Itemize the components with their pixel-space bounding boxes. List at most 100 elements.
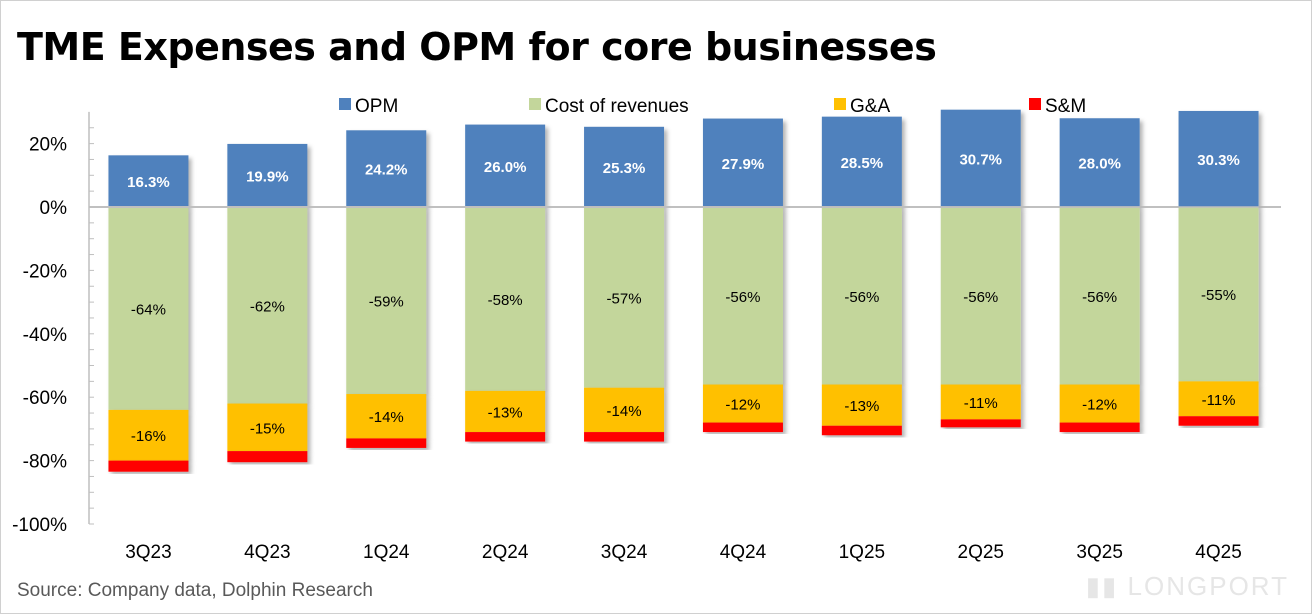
legend-swatch-2 [834, 98, 846, 110]
data-label: -14% [369, 409, 404, 426]
data-label: 30.7% [959, 151, 1002, 168]
bar-opm-4Q24 [702, 118, 783, 207]
bar-g-a-4Q25 [1178, 381, 1259, 417]
bar-cost-of-revenues-4Q25 [1178, 207, 1259, 382]
bar-cost-of-revenues-2Q24 [465, 207, 546, 391]
data-label: -11% [964, 395, 998, 412]
data-label: 16.3% [127, 174, 170, 191]
data-label: -15% [250, 420, 285, 437]
legend-label: S&M [1045, 96, 1086, 117]
y-tick-label: -40% [23, 325, 67, 346]
bar-cost-of-revenues-4Q23 [227, 207, 308, 404]
x-tick-label: 4Q25 [1195, 542, 1241, 563]
x-tick-label: 2Q24 [482, 542, 529, 563]
data-label: 25.3% [603, 160, 646, 177]
bar-cost-of-revenues-3Q24 [584, 207, 665, 388]
data-label: 27.9% [722, 156, 765, 173]
data-label: -13% [844, 398, 879, 415]
y-tick-label: 20% [29, 135, 67, 156]
data-label: -16% [131, 428, 166, 445]
bar-cost-of-revenues-4Q24 [702, 207, 783, 385]
source-note: Source: Company data, Dolphin Research [17, 580, 373, 601]
legend-label: G&A [850, 96, 890, 117]
legend-label: OPM [355, 96, 398, 117]
data-label: 30.3% [1197, 152, 1240, 169]
bar-s-m-4Q25 [1178, 416, 1259, 426]
bar-opm-1Q24 [346, 130, 427, 207]
data-label: -13% [488, 404, 523, 421]
x-tick-label: 4Q24 [720, 542, 767, 563]
legend-label: Cost of revenues [545, 96, 689, 117]
data-label: -59% [369, 294, 404, 311]
bar-g-a-4Q24 [702, 384, 783, 423]
bar-s-m-1Q25 [821, 425, 902, 436]
legend-swatch-1 [529, 98, 541, 110]
bar-g-a-1Q24 [346, 394, 427, 439]
x-tick-label: 3Q24 [601, 542, 648, 563]
data-label: 28.5% [841, 155, 884, 172]
bar-g-a-2Q24 [465, 390, 546, 433]
bar-s-m-2Q24 [465, 432, 546, 442]
legend-swatch-0 [339, 98, 351, 110]
y-tick-label: 0% [40, 198, 68, 219]
data-label: -64% [131, 301, 166, 318]
bar-cost-of-revenues-3Q25 [1059, 207, 1140, 385]
bar-g-a-3Q23 [108, 409, 189, 461]
bar-opm-3Q23 [108, 155, 189, 207]
bar-s-m-3Q25 [1059, 422, 1140, 433]
bar-g-a-2Q25 [940, 384, 1021, 420]
x-tick-label: 2Q25 [958, 542, 1004, 563]
bar-opm-1Q25 [821, 116, 902, 207]
bar-s-m-4Q24 [702, 422, 783, 433]
bar-opm-3Q24 [584, 126, 665, 207]
data-label: -56% [725, 289, 760, 306]
bar-g-a-4Q23 [227, 403, 308, 452]
data-label: -56% [963, 289, 998, 306]
bar-s-m-3Q23 [108, 460, 189, 472]
y-tick-label: -80% [23, 452, 67, 473]
bar-g-a-3Q25 [1059, 384, 1140, 423]
bar-opm-4Q25 [1178, 110, 1259, 207]
data-label: 26.0% [484, 159, 527, 176]
y-tick-label: -100% [12, 515, 67, 536]
bar-opm-3Q25 [1059, 118, 1140, 207]
data-label: -58% [488, 292, 523, 309]
x-tick-label: 4Q23 [244, 542, 290, 563]
data-label: 24.2% [365, 162, 408, 179]
data-label: -56% [1082, 289, 1117, 306]
y-tick-label: -60% [23, 388, 67, 409]
data-label: -11% [1202, 392, 1236, 409]
x-tick-label: 1Q25 [839, 542, 885, 563]
bar-g-a-1Q25 [821, 384, 902, 426]
y-tick-label: -20% [23, 261, 67, 282]
chart-title: TME Expenses and OPM for core businesses [17, 25, 937, 69]
bar-opm-4Q23 [227, 143, 308, 207]
x-tick-label: 3Q25 [1076, 542, 1122, 563]
data-label: -62% [250, 298, 285, 315]
watermark-logo: ▮▮ LONGPORT [1085, 571, 1289, 601]
data-label: -12% [1082, 397, 1117, 414]
data-label: -12% [725, 397, 760, 414]
bar-g-a-3Q24 [584, 387, 665, 433]
data-label: -57% [607, 290, 642, 307]
bar-opm-2Q25 [940, 109, 1021, 207]
bar-s-m-1Q24 [346, 438, 427, 448]
data-label: -55% [1201, 287, 1236, 304]
bar-cost-of-revenues-3Q23 [108, 207, 189, 410]
bar-opm-2Q24 [465, 124, 546, 207]
x-tick-label: 3Q23 [125, 542, 171, 563]
bar-s-m-2Q25 [940, 419, 1021, 428]
bar-s-m-4Q23 [227, 451, 308, 463]
bar-cost-of-revenues-1Q24 [346, 207, 427, 395]
data-label: -56% [844, 289, 879, 306]
x-tick-label: 1Q24 [363, 542, 410, 563]
data-label: 19.9% [246, 168, 289, 185]
bar-cost-of-revenues-1Q25 [821, 207, 902, 385]
bar-s-m-3Q24 [584, 432, 665, 442]
legend-swatch-3 [1029, 98, 1041, 110]
bar-cost-of-revenues-2Q25 [940, 207, 1021, 385]
data-label: 28.0% [1078, 156, 1121, 173]
data-label: -14% [607, 403, 642, 420]
